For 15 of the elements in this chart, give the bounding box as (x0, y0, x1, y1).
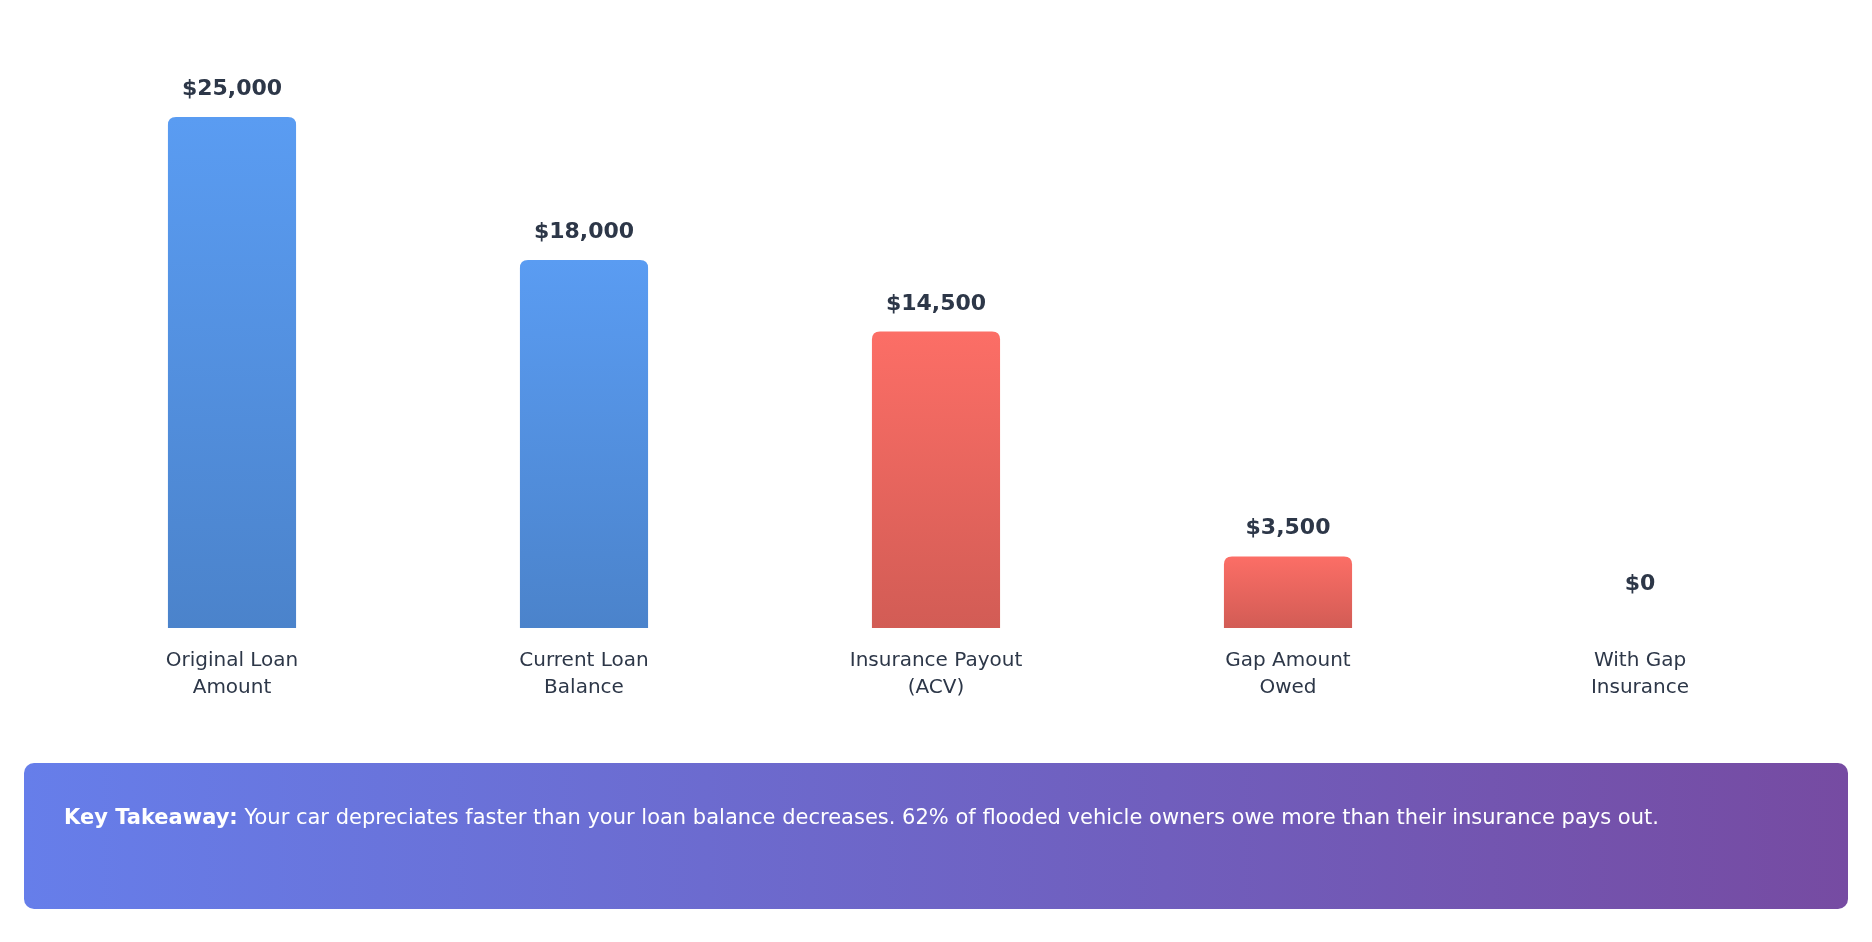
bar (1223, 556, 1353, 628)
x-tick-label: Insurance Payout (ACV) (849, 647, 1023, 698)
x-tick-label: Gap Amount Owed (1225, 647, 1351, 698)
x-tick-label: Current Loan Balance (519, 647, 649, 698)
data-label: $0 (1624, 570, 1656, 595)
data-label: $25,000 (181, 75, 283, 100)
text: Key Takeaway: Your car depreciates faster than your loan balance decreases. 62% of flooded vehicle owners owe more than their insurance pays out. (64, 805, 1659, 829)
bar (871, 331, 1001, 628)
data-label: $14,500 (885, 289, 987, 315)
x-tick-label: Original Loan Amount (165, 647, 299, 698)
x-tick-label: With Gap Insurance (1590, 647, 1690, 698)
data-label: $18,000 (533, 218, 635, 244)
bar (519, 260, 649, 628)
bar (167, 117, 297, 628)
data-label: $3,500 (1245, 514, 1331, 540)
